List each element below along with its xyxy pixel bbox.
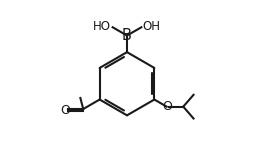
Text: O: O — [162, 100, 172, 113]
Text: O: O — [60, 103, 70, 117]
Text: HO: HO — [93, 20, 111, 33]
Text: B: B — [122, 28, 132, 43]
Text: OH: OH — [143, 20, 161, 33]
